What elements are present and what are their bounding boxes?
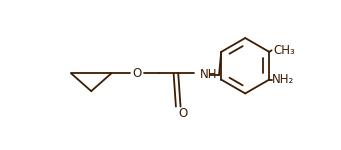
Text: O: O [178, 107, 188, 120]
Text: NH: NH [200, 69, 217, 81]
Text: CH₃: CH₃ [273, 44, 295, 57]
Text: O: O [133, 67, 142, 80]
Text: NH₂: NH₂ [272, 73, 295, 86]
